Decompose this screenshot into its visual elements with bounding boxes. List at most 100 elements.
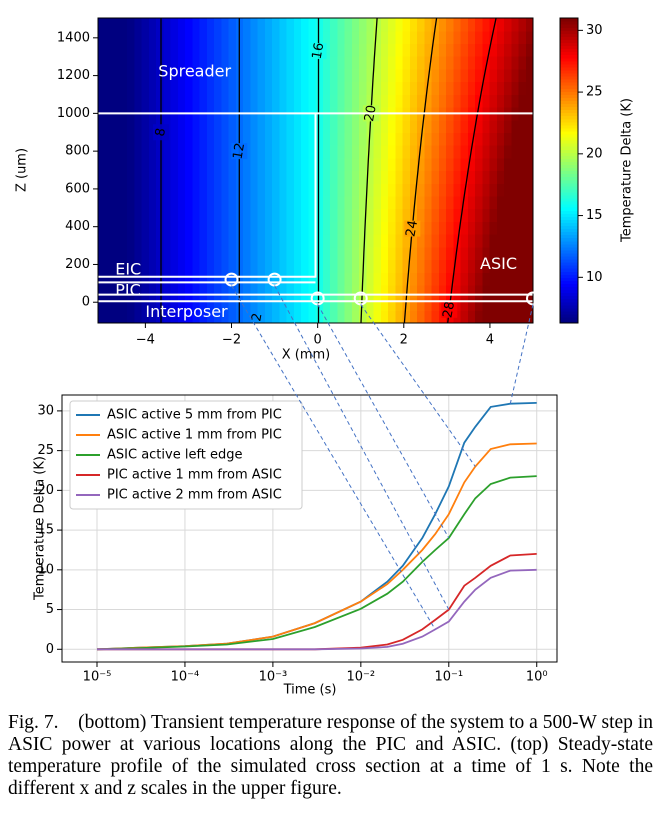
heatmap-cell: [366, 234, 375, 248]
heatmap-cell: [119, 234, 128, 248]
heatmap-cell: [228, 94, 237, 108]
heatmap-cell: [337, 195, 346, 210]
heatmap-cell: [286, 208, 295, 222]
heatmap-cell: [105, 132, 114, 146]
heatmap-cell: [395, 56, 404, 70]
heatmap-cell: [243, 170, 251, 184]
heatmap-cell: [163, 208, 172, 222]
heatmap-cell: [482, 43, 491, 57]
heatmap-cell: [344, 94, 353, 108]
heatmap-cell: [148, 221, 157, 235]
heatmap-cell: [127, 94, 135, 108]
heatmap-cell: [112, 68, 121, 83]
heatmap-cell: [228, 68, 237, 83]
heatmap-cell: [351, 18, 360, 32]
heatmap-cell: [380, 18, 389, 32]
heatmap-cell: [243, 259, 251, 273]
heatmap-cell: [98, 195, 106, 210]
heatmap-cell: [279, 195, 288, 210]
heatmap-cell: [199, 183, 208, 197]
heatmap-cell: [344, 183, 353, 197]
heatmap-cell: [504, 170, 512, 184]
heatmap-cell: [322, 56, 331, 70]
heatmap-cell: [446, 234, 454, 248]
heatmap-cell: [366, 221, 375, 235]
heatmap-cell: [98, 94, 106, 108]
heatmap-cell: [199, 81, 208, 95]
heatmap-cell: [156, 43, 164, 57]
heatmap-cell: [504, 297, 512, 311]
heatmap-cell: [156, 18, 164, 32]
contour-label: 16: [310, 42, 328, 61]
x-tick-label: 2: [400, 333, 408, 348]
heatmap-cell: [366, 94, 375, 108]
heatmap-cell: [315, 259, 324, 273]
heatmap-cell: [330, 195, 338, 210]
heatmap-cell: [264, 183, 273, 197]
heatmap-cell: [293, 56, 302, 70]
heatmap-cell: [148, 30, 157, 45]
heatmap-cell: [185, 157, 193, 172]
heatmap-cell: [243, 18, 251, 32]
heatmap-cell: [395, 119, 404, 133]
heatmap-cell: [344, 259, 353, 273]
heatmap-cell: [214, 195, 222, 210]
heatmap-cell: [525, 68, 534, 83]
colorbar-cell: [560, 234, 578, 239]
heatmap-cell: [467, 170, 476, 184]
heatmap-cell: [431, 30, 440, 45]
colorbar-cell: [560, 286, 578, 291]
heatmap-cell: [127, 119, 135, 133]
heatmap-cell: [467, 30, 476, 45]
series-line: [96, 475, 537, 651]
heatmap-cell: [344, 119, 353, 133]
colorbar-cell: [560, 97, 578, 101]
heatmap-cell: [446, 119, 454, 133]
heatmap-cell: [286, 43, 295, 57]
heatmap-cell: [105, 284, 114, 299]
heatmap-cell: [467, 208, 476, 222]
heatmap-cell: [192, 221, 201, 235]
heatmap-cell: [257, 132, 266, 146]
heatmap-cell: [308, 170, 317, 184]
heatmap-cell: [141, 132, 150, 146]
heatmap-cell: [518, 68, 527, 83]
heatmap-cell: [301, 297, 309, 311]
heatmap-cell: [344, 297, 353, 311]
heatmap-cell: [119, 30, 128, 45]
heatmap-cell: [511, 119, 520, 133]
region-label: Interposer: [145, 302, 228, 321]
colorbar-tick-label: 20: [586, 146, 603, 161]
heatmap-cell: [250, 246, 259, 261]
heatmap-cell: [424, 221, 433, 235]
heatmap-cell: [301, 170, 309, 184]
colorbar-cell: [560, 228, 578, 233]
heatmap-cell: [177, 195, 186, 210]
heatmap-cell: [438, 94, 447, 108]
contour-line: [403, 17, 438, 324]
heatmap-cell: [518, 94, 527, 108]
heatmap-cell: [156, 195, 164, 210]
colorbar-cell: [560, 271, 578, 275]
heatmap-cell: [460, 284, 469, 299]
heatmap-cell: [344, 56, 353, 70]
y-tick-label: 1400: [57, 30, 90, 45]
heatmap-cell: [453, 145, 462, 159]
heatmap-cell: [489, 18, 498, 32]
heatmap-cell: [337, 170, 346, 184]
colorbar-cell: [560, 289, 578, 294]
heatmap-cell: [192, 68, 201, 83]
heatmap-cell: [264, 259, 273, 273]
heatmap-cell: [330, 183, 338, 197]
heatmap-cell: [395, 81, 404, 95]
heatmap-cell: [409, 183, 418, 197]
heatmap-cell: [359, 221, 367, 235]
heatmap-cell: [105, 221, 114, 235]
heatmap-cell: [446, 145, 454, 159]
heatmap-cell: [177, 272, 186, 286]
heatmap-cell: [293, 195, 302, 210]
heatmap-cell: [337, 221, 346, 235]
heatmap-cell: [395, 234, 404, 248]
heatmap-cell: [460, 310, 469, 324]
heatmap-cell: [388, 170, 396, 184]
